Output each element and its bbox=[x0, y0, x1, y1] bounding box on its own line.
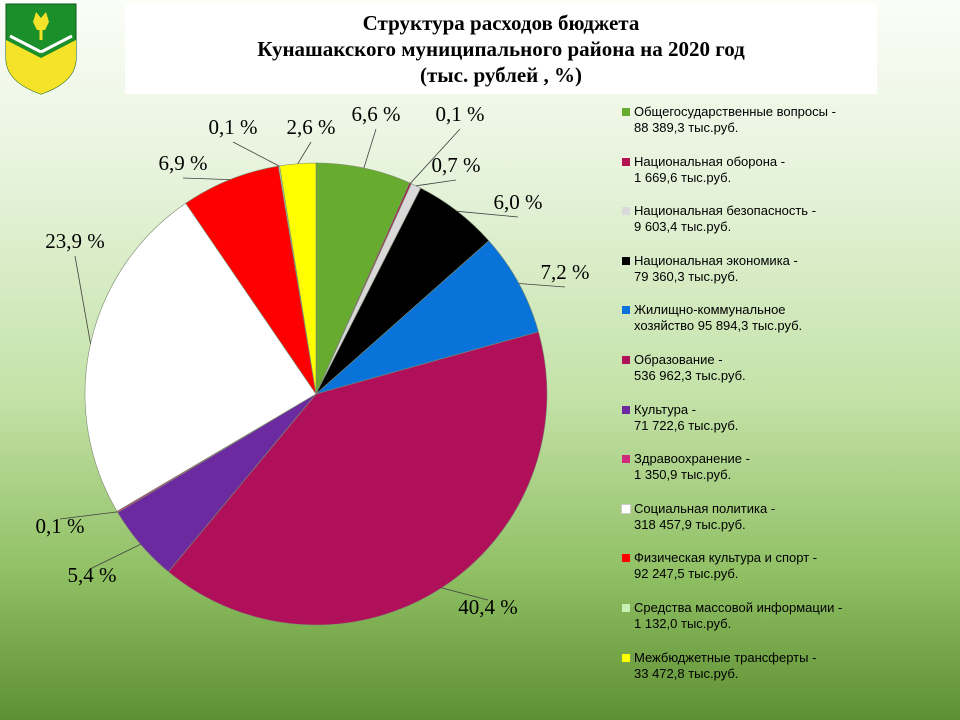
leader-line bbox=[363, 128, 377, 169]
legend-swatch bbox=[622, 207, 630, 216]
legend-label: Жилищно-коммунальное хозяйство 95 894,3 т… bbox=[634, 302, 802, 334]
legend-label: Физическая культура и спорт -92 247,5 ты… bbox=[634, 550, 817, 582]
legend-label: Национальная безопасность -9 603,4 тыс.р… bbox=[634, 203, 816, 235]
leader-line bbox=[518, 283, 566, 288]
pie-slice bbox=[315, 240, 539, 395]
legend-label: Образование -536 962,3 тыс.руб. bbox=[634, 352, 746, 384]
legend-swatch bbox=[622, 653, 630, 662]
data-label: 0,1 % bbox=[209, 115, 258, 139]
data-label: 7,2 % bbox=[541, 260, 590, 284]
pie-slice bbox=[279, 162, 317, 395]
legend-label-line2: 92 247,5 тыс.руб. bbox=[634, 566, 739, 582]
legend-label-line2: 1 132,0 тыс.руб. bbox=[634, 616, 732, 631]
legend-swatch bbox=[622, 604, 630, 612]
legend-label-line2: 1 350,9 тыс.руб. bbox=[634, 467, 732, 483]
legend-label: Межбюджетные трансферты -33 472,8 тыс.ру… bbox=[634, 650, 816, 682]
title-line-2: Кунашакского муниципального района на 20… bbox=[257, 37, 745, 61]
leader-line bbox=[416, 179, 457, 187]
legend-swatch bbox=[622, 356, 630, 364]
legend-label-line1: Социальная политика - bbox=[634, 500, 776, 516]
data-label: 6,0 % bbox=[494, 190, 543, 214]
legend-swatch bbox=[622, 405, 630, 414]
data-label: 0,1 % bbox=[36, 514, 85, 538]
legend-swatch bbox=[622, 108, 630, 116]
leader-line bbox=[410, 128, 461, 184]
data-label: 6,9 % bbox=[159, 151, 208, 175]
data-label: 23,9 % bbox=[45, 229, 105, 253]
legend-label: Средства массовой информации -1 132,0 ты… bbox=[634, 600, 842, 632]
legend-label-line1: Общегосударственные вопросы - bbox=[634, 104, 836, 119]
legend-swatch bbox=[621, 503, 631, 514]
leader-line bbox=[232, 141, 280, 167]
legend-label-line1: Средства массовой информации - bbox=[634, 600, 843, 615]
data-label: 0,1 % bbox=[436, 102, 485, 126]
legend-label-line2: 88 389,3 тыс.руб. bbox=[634, 120, 739, 135]
chart-title: Структура расходов бюджета Кунашакского … bbox=[125, 4, 877, 94]
legend-label-line2: 9 603,4 тыс.руб. bbox=[634, 219, 732, 235]
legend-swatch bbox=[622, 554, 630, 563]
title-line-3: (тыс. рублей , %) bbox=[419, 63, 583, 87]
legend-swatch bbox=[622, 157, 630, 166]
legend-label-line1: Образование - bbox=[634, 352, 723, 367]
legend-label: Социальная политика -318 457,9 тыс.руб. bbox=[634, 501, 775, 533]
legend-label-line2: 318 457,9 тыс.руб. bbox=[634, 516, 746, 532]
legend-swatch bbox=[622, 306, 630, 315]
legend-label-line2: 33 472,8 тыс.руб. bbox=[634, 665, 739, 681]
legend-label-line1: Здравоохранение - bbox=[634, 451, 750, 467]
legend-label: Общегосударственные вопросы -88 389,3 ты… bbox=[634, 104, 836, 136]
data-label: 40,4 % bbox=[458, 595, 518, 619]
title-line-1: Структура расходов бюджета bbox=[362, 11, 640, 35]
legend-label: Культура -71 722,6 тыс.руб. bbox=[634, 402, 738, 434]
legend-swatch bbox=[622, 455, 630, 464]
legend-label: Национальная экономика -79 360,3 тыс.руб… bbox=[634, 253, 798, 285]
legend-label-line2: 71 722,6 тыс.руб. bbox=[634, 417, 739, 433]
legend-label-line1: Межбюджетные трансферты - bbox=[634, 649, 817, 665]
legend-label-line1: Культура - bbox=[634, 401, 696, 417]
leader-line bbox=[297, 141, 312, 164]
coat-of-arms-icon bbox=[5, 3, 77, 95]
data-label: 5,4 % bbox=[68, 563, 117, 587]
data-label: 6,6 % bbox=[352, 102, 401, 126]
legend-label: Национальная оборона -1 669,6 тыс.руб. bbox=[634, 154, 785, 186]
legend-label-line2: 536 962,3 тыс.руб. bbox=[634, 368, 746, 383]
leader-line bbox=[74, 255, 91, 344]
legend-label-line2: 1 669,6 тыс.руб. bbox=[634, 169, 732, 185]
legend-label-line1: Физическая культура и спорт - bbox=[634, 550, 818, 566]
legend-label-line1: Жилищно-коммунальное bbox=[634, 302, 786, 318]
data-label: 2,6 % bbox=[287, 115, 336, 139]
leader-line bbox=[457, 210, 519, 218]
legend-swatch bbox=[622, 256, 630, 265]
legend-label: Здравоохранение -1 350,9 тыс.руб. bbox=[634, 451, 750, 483]
legend-label-line1: Национальная оборона - bbox=[634, 153, 786, 169]
data-label: 0,7 % bbox=[432, 153, 481, 177]
legend-label-line1: Национальная экономика - bbox=[634, 252, 798, 268]
pie-slice bbox=[167, 331, 548, 626]
legend-label-line2: 79 360,3 тыс.руб. bbox=[634, 268, 739, 284]
leader-line bbox=[91, 543, 141, 569]
leader-line bbox=[441, 587, 489, 601]
legend-label-line2: хозяйство 95 894,3 тыс.руб. bbox=[634, 318, 803, 334]
legend-label-line1: Национальная безопасность - bbox=[634, 203, 817, 219]
leader-line bbox=[59, 511, 118, 520]
leader-line bbox=[182, 177, 231, 180]
